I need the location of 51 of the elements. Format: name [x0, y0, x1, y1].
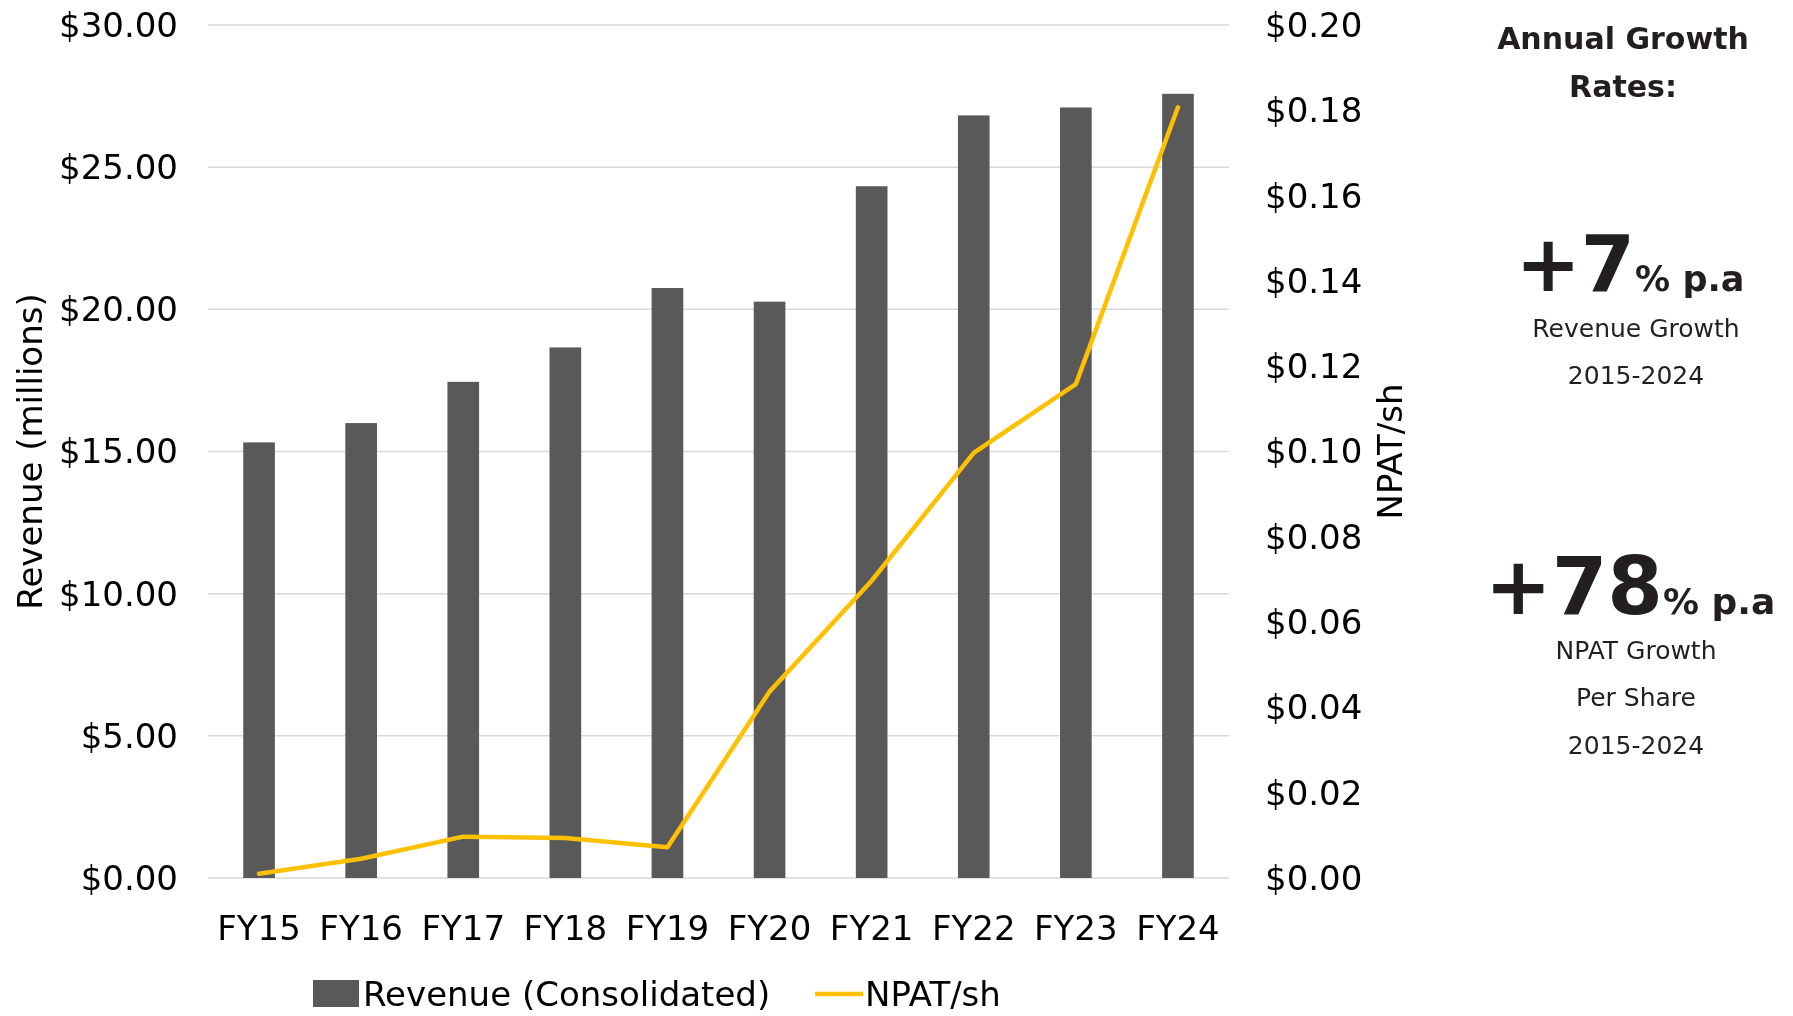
y2-tick-label: $0.18 — [1265, 90, 1363, 131]
bar — [855, 186, 888, 878]
y2-tick-label: $0.04 — [1265, 687, 1363, 728]
bar — [243, 442, 275, 878]
y2-tick-label: $0.08 — [1265, 516, 1363, 557]
text: 2015-2024 — [1567, 360, 1705, 390]
y2-axis-title: NPAT/sh — [1370, 383, 1410, 520]
x-tick-label: FY24 — [1136, 908, 1220, 948]
y2-tick-label: $0.12 — [1265, 346, 1363, 387]
y2-tick-label: $0.20 — [1265, 4, 1363, 45]
x-tick-label: FY19 — [625, 908, 710, 948]
y2-tick-label: $0.02 — [1265, 772, 1363, 813]
y2-tick-label: $0.14 — [1265, 260, 1363, 301]
y-tick-label: $15.00 — [59, 431, 178, 472]
legend-label: NPAT/sh — [865, 973, 1001, 1014]
y2-tick-label: $0.10 — [1265, 431, 1363, 472]
text: NPAT Growth — [1555, 635, 1717, 665]
y-tick-label: $25.00 — [59, 147, 178, 188]
text: Revenue Growth — [1532, 313, 1740, 343]
y2-tick-label: $0.00 — [1265, 857, 1363, 898]
bar — [447, 381, 480, 878]
y-tick-label: $5.00 — [80, 715, 178, 756]
x-tick-label: FY17 — [421, 908, 506, 948]
x-tick-label: FY22 — [931, 908, 1016, 948]
line-series — [256, 105, 1181, 876]
y-axis-title: Revenue (millions) — [10, 293, 50, 610]
text: 2015-2024 — [1567, 730, 1705, 760]
y-tick-label: $0.00 — [80, 857, 178, 898]
y-tick-label: $10.00 — [59, 573, 178, 614]
y2-tick-label: $0.16 — [1265, 175, 1363, 216]
y2-tick-label: $0.06 — [1265, 602, 1363, 642]
x-tick-label: FY15 — [217, 908, 301, 948]
bar — [1060, 107, 1092, 878]
x-tick-label: FY18 — [523, 908, 608, 948]
bar — [957, 115, 990, 878]
x-tick-label: FY23 — [1034, 908, 1118, 948]
bar — [345, 423, 377, 878]
text: Annual Growth Rates: — [1497, 20, 1749, 104]
x-tick-label: FY16 — [319, 908, 403, 948]
bar — [1162, 93, 1194, 878]
text: Per Share — [1576, 682, 1696, 712]
bar — [651, 288, 684, 878]
x-tick-label: FY20 — [727, 908, 812, 948]
text: +7% p.a — [1515, 219, 1745, 309]
text: +78% p.a — [1484, 540, 1776, 633]
legend-label: Revenue (Consolidated) — [363, 973, 771, 1014]
bar — [549, 347, 582, 878]
bar — [753, 301, 786, 878]
x-tick-label: FY21 — [829, 908, 914, 948]
y-tick-label: $30.00 — [59, 4, 178, 45]
y-tick-label: $20.00 — [59, 289, 178, 330]
